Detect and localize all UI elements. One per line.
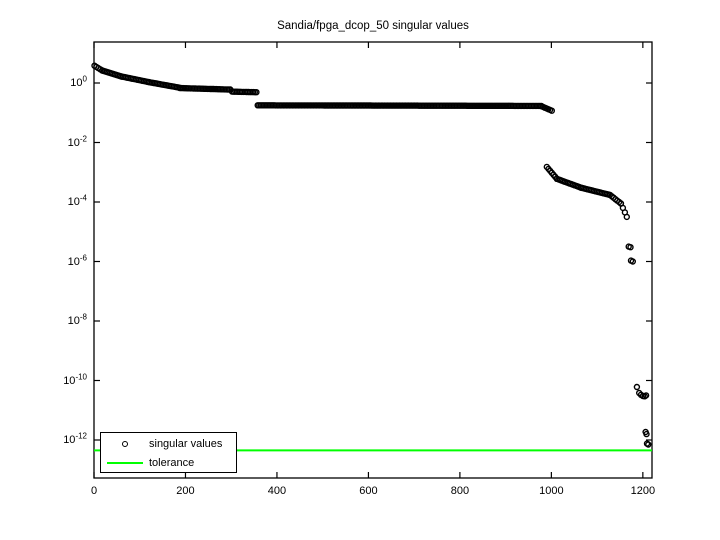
x-tick-label: 0	[90, 485, 98, 497]
x-tick-label: 400	[267, 485, 287, 497]
data-point	[633, 383, 641, 391]
data-point	[548, 107, 555, 114]
data-point	[629, 258, 636, 265]
data-point	[253, 88, 260, 96]
x-tick-label: 600	[359, 485, 378, 497]
legend-box: singular values tolerance	[100, 432, 237, 473]
y-tick-label: 10-10	[63, 371, 87, 387]
x-tick-label: 1000	[539, 485, 564, 497]
chart-title: Sandia/fpga_dcop_50 singular values	[277, 20, 469, 32]
legend-item-singular-values: singular values	[101, 434, 236, 453]
legend-item-tolerance: tolerance	[101, 453, 236, 472]
y-tick-label: 10-12	[63, 431, 87, 446]
x-tick-label: 200	[176, 485, 195, 497]
y-tick-label: 10-2	[67, 133, 87, 149]
legend-label-tolerance: tolerance	[149, 456, 195, 469]
plot-box	[93, 41, 653, 479]
singular-values-points	[91, 62, 652, 448]
y-tick-label: 10-8	[67, 312, 87, 327]
data-point	[645, 441, 652, 448]
data-point	[642, 392, 650, 399]
y-tick-label: 10-6	[67, 252, 87, 268]
y-tick-label: 10-4	[67, 193, 87, 208]
open-circle-marker-icon	[122, 440, 128, 447]
y-tick-label: 100	[70, 74, 87, 89]
legend-label-singular-values: singular values	[149, 437, 223, 450]
data-point	[623, 213, 630, 221]
legend-sample-area	[107, 440, 143, 447]
tolerance-line-swatch-icon	[107, 461, 143, 464]
x-tick-label: 800	[450, 485, 470, 497]
data-point	[643, 430, 650, 438]
legend-sample-area	[107, 461, 143, 464]
x-tick-label: 1200	[630, 485, 656, 497]
data-point	[627, 243, 634, 251]
